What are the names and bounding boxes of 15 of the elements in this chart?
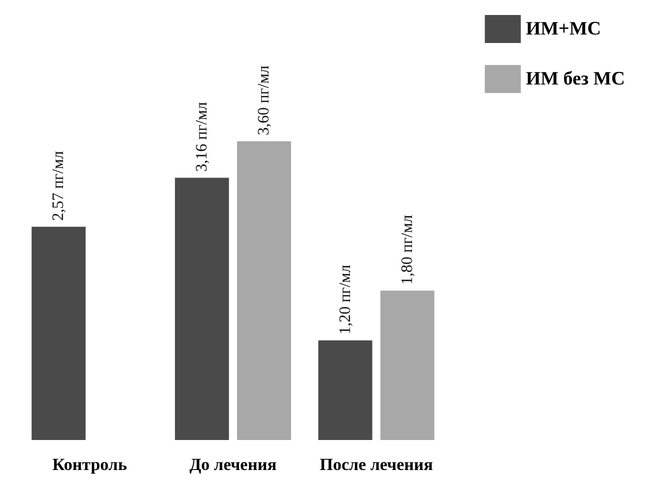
x-tick-label: После лечения [320,455,433,474]
legend-label: ИМ без МС [526,68,626,90]
data-label: 2,57 пг/мл [50,150,68,221]
bar [32,226,86,440]
bar [380,290,434,440]
bar [237,141,292,440]
bar [318,340,372,440]
bar [174,178,229,440]
data-label: 3,60 пг/мл [256,66,273,136]
legend-label: ИМ+МС [526,18,602,40]
data-label: 1,20 пг/мл [336,264,354,334]
data-label: 1,80 пг/мл [398,214,416,285]
x-tick-label: Контроль [52,455,127,474]
x-tick-label: До лечения [189,455,277,474]
data-label: 3,16 пг/мл [193,102,210,172]
